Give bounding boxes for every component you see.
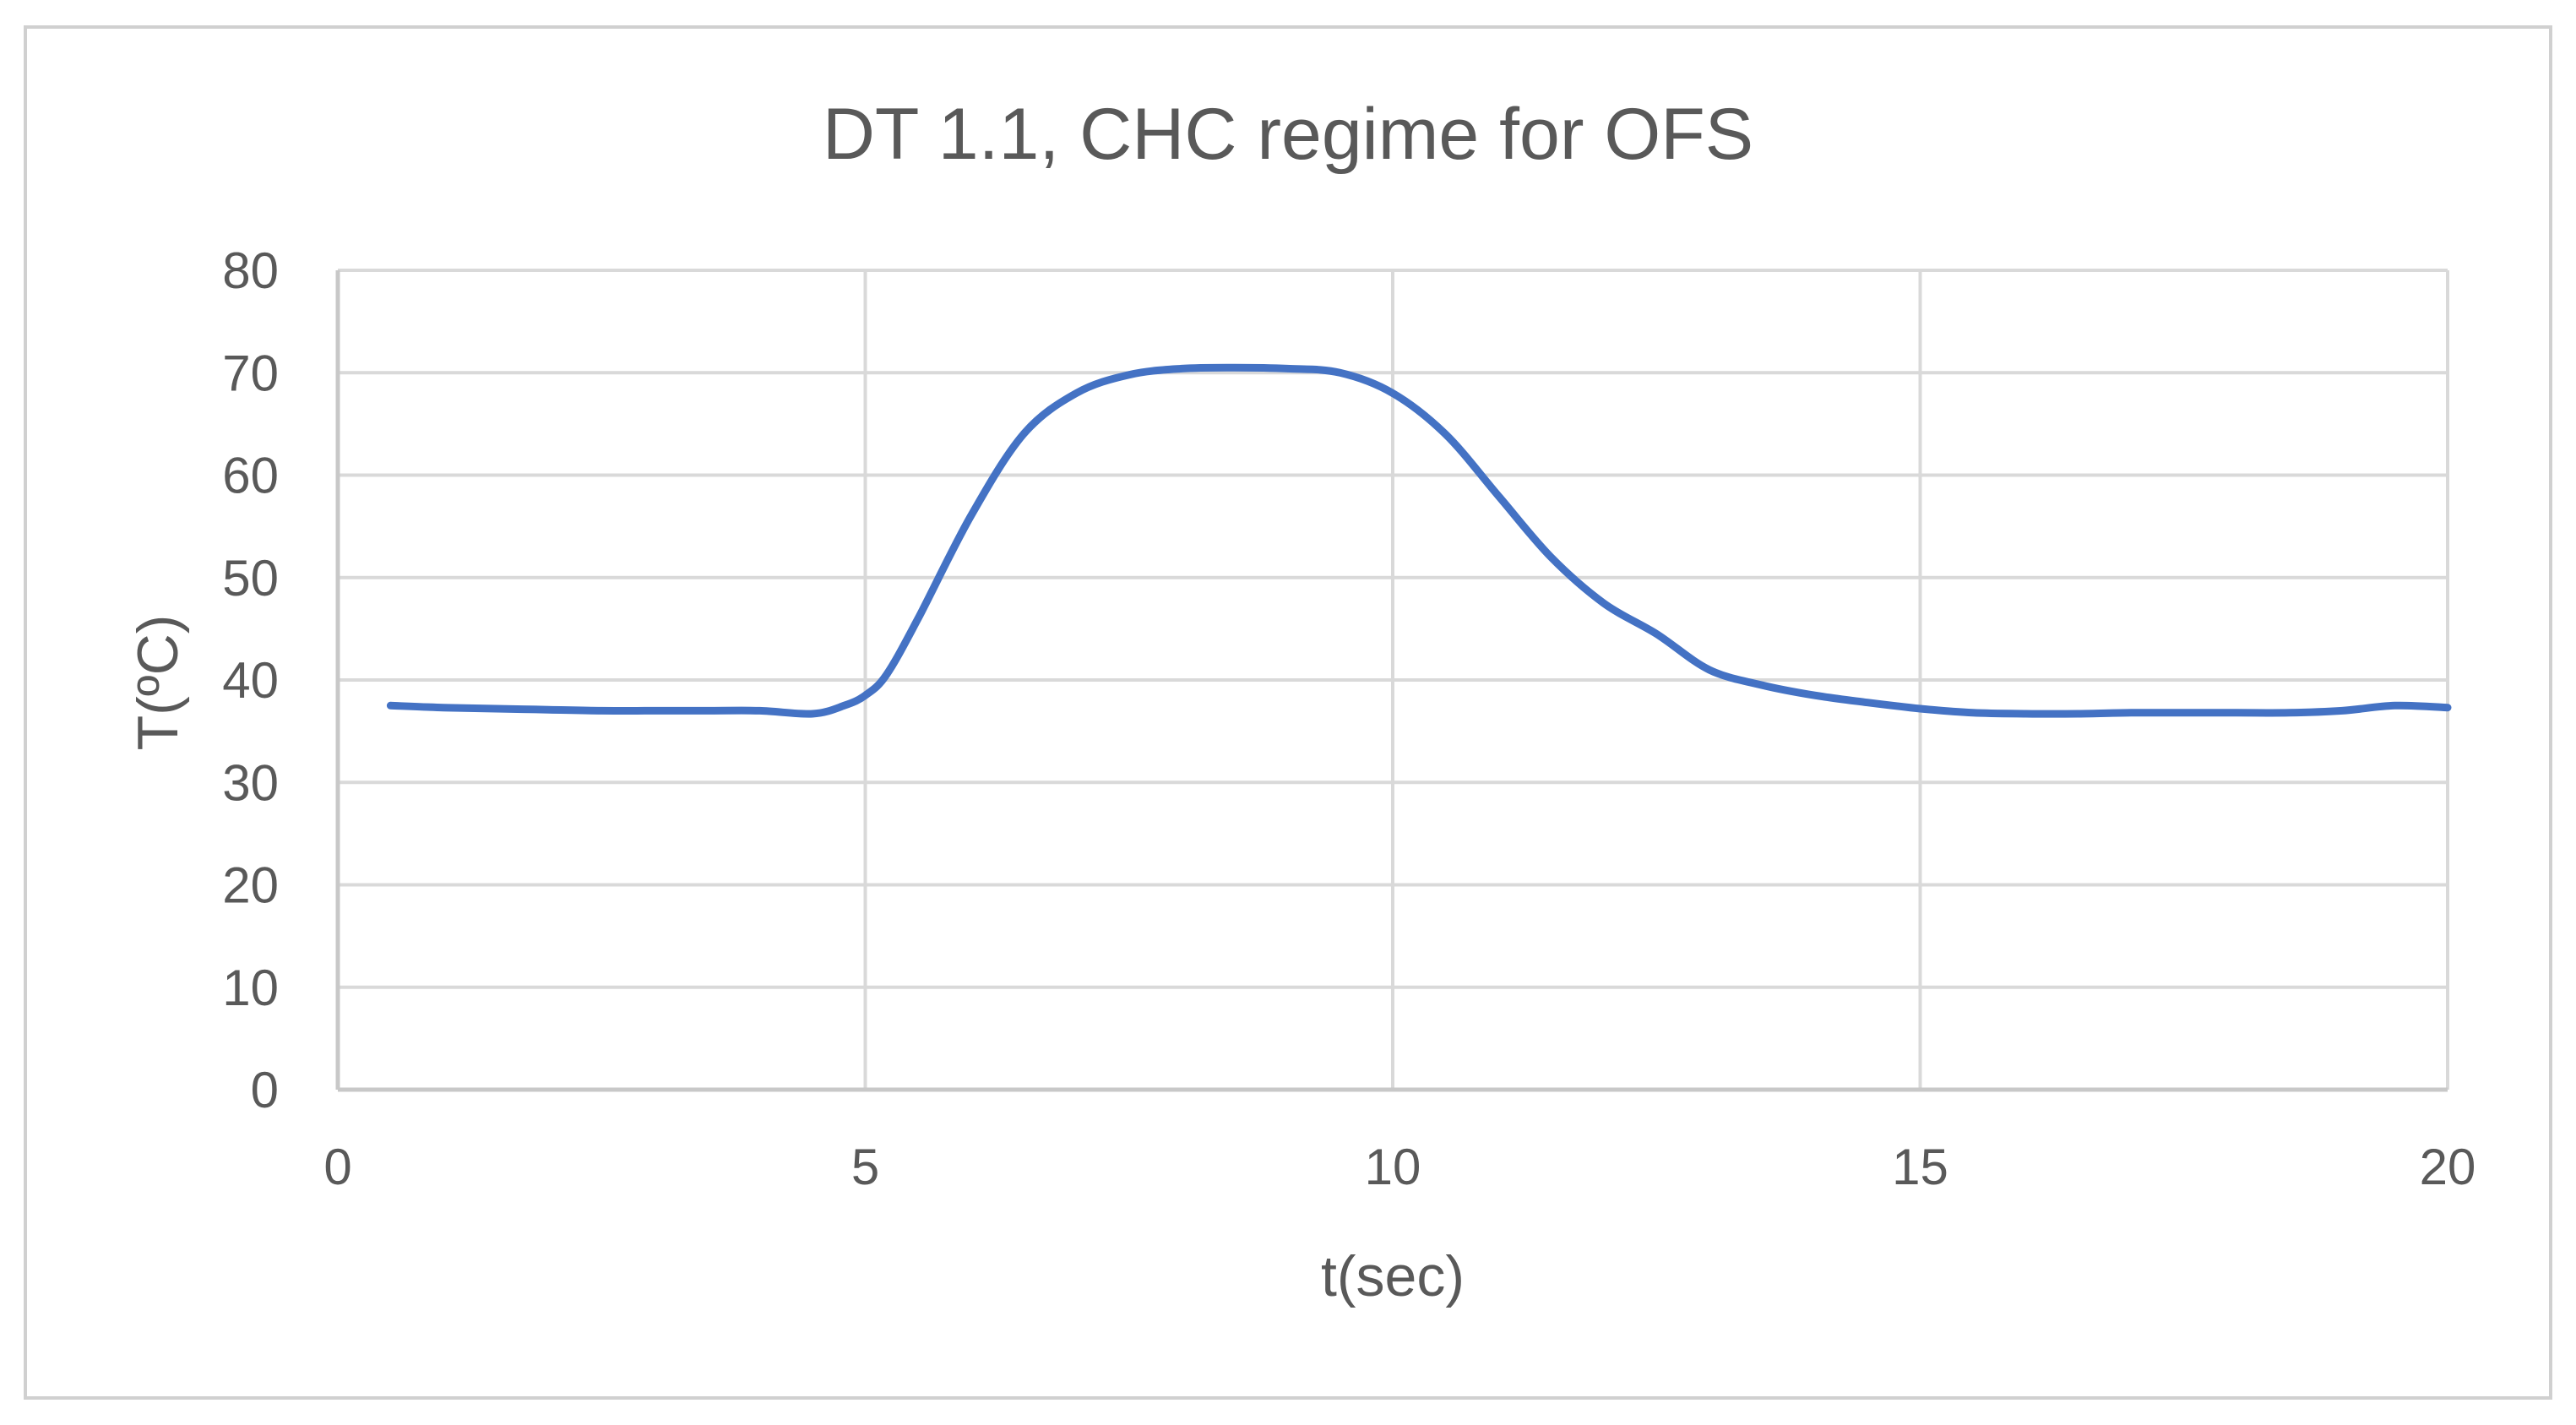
y-tick-label: 20 (222, 857, 279, 914)
y-tick-labels: 0 10 20 30 40 50 60 70 80 (222, 242, 279, 1118)
x-tick-label: 0 (323, 1139, 351, 1195)
chart-title: DT 1.1, CHC regime for OFS (823, 94, 1753, 175)
y-tick-label: 50 (222, 550, 279, 606)
y-tick-label: 80 (222, 242, 279, 299)
y-tick-label: 0 (251, 1062, 279, 1118)
x-tick-labels: 0 5 10 15 20 (323, 1139, 2475, 1195)
x-tick-label: 15 (1892, 1139, 1948, 1195)
axes (335, 270, 2448, 1092)
y-tick-label: 40 (222, 652, 279, 709)
series-layer (386, 363, 2452, 718)
y-tick-label: 60 (222, 448, 279, 504)
y-axis-title: T(ºC) (126, 615, 190, 751)
x-axis-title: t(sec) (1321, 1244, 1465, 1308)
y-tick-label: 30 (222, 754, 279, 811)
y-tick-label: 70 (222, 345, 279, 401)
y-tick-label: 10 (222, 960, 279, 1016)
x-tick-label: 20 (2420, 1139, 2476, 1195)
x-tick-label: 10 (1365, 1139, 1421, 1195)
series-line-0 (386, 363, 2452, 718)
x-tick-label: 5 (851, 1139, 879, 1195)
grid-lines (338, 269, 2449, 1090)
